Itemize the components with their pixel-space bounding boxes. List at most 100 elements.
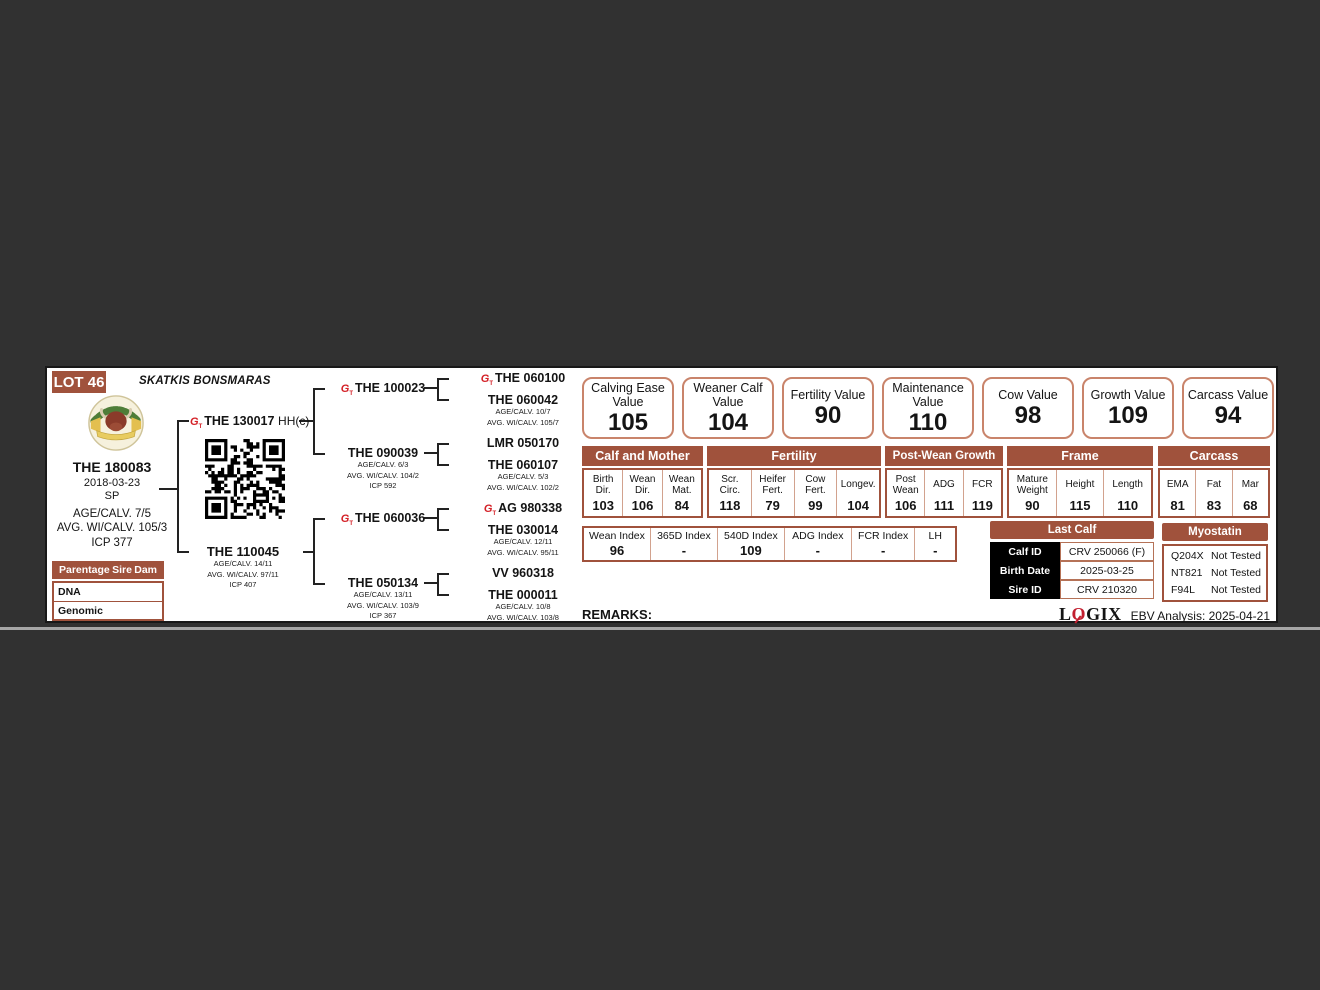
pedigree-connector xyxy=(424,582,437,584)
myostatin-result: Not Tested xyxy=(1211,583,1262,596)
breeder-logo xyxy=(87,394,145,452)
stat-value: 81 xyxy=(1170,498,1185,513)
value-label: Calving Ease Value xyxy=(591,380,665,409)
value-box-fertility: Fertility Value 90 xyxy=(782,377,874,439)
stat-cell: EMA 81 xyxy=(1160,470,1197,516)
animal-stat: AGE/CALV. 6/3 xyxy=(357,460,409,469)
animal-stat: ICP 367 xyxy=(369,611,397,620)
pedigree-connector xyxy=(313,518,325,520)
last-calf-table: Calf ID CRV 250066 (F) Birth Date 2025-0… xyxy=(990,542,1154,599)
index-cell: 365D Index - xyxy=(651,528,718,560)
animal-id: THE 060107 xyxy=(487,458,559,472)
pedigree-node: THE 060107 AGE/CALV. 5/3 AVG. WI/CALV. 1… xyxy=(462,458,584,493)
lot-number-badge: LOT 46 xyxy=(52,371,106,393)
value-label: Fertility Value xyxy=(790,387,866,402)
stat-value: 68 xyxy=(1243,498,1258,513)
animal-id: THE 090039 xyxy=(347,446,419,460)
myostatin-table: Q204X Not Tested NT821 Not Tested F94L N… xyxy=(1162,544,1268,602)
pedigree-connector xyxy=(177,420,189,422)
pedigree-connector xyxy=(437,443,439,466)
value-label: Weaner Calf Value xyxy=(693,380,763,409)
parentage-col-dam: Dam xyxy=(134,564,157,576)
value-number: 110 xyxy=(908,408,948,436)
subject-status: SP xyxy=(104,490,120,503)
group-header-fertility: Fertility xyxy=(707,446,881,466)
stat-value: 99 xyxy=(808,498,823,513)
animal-id: THE 100023 xyxy=(355,381,426,395)
parentage-col-sire: Sire xyxy=(112,564,132,576)
stat-value: 90 xyxy=(1025,498,1040,513)
stat-label: Post Wean xyxy=(892,473,919,497)
animal-stat: AGE/CALV. 10/7 xyxy=(495,407,551,416)
myostatin-header: Myostatin xyxy=(1162,523,1268,541)
stat-label: Heifer Fert. xyxy=(759,473,786,497)
pedigree-node: THE 090039 AGE/CALV. 6/3 AVG. WI/CALV. 1… xyxy=(322,446,444,492)
stat-label: Length xyxy=(1112,479,1143,491)
animal-id: LMR 050170 xyxy=(486,436,560,450)
last-calf-label: Calf ID xyxy=(990,542,1060,561)
index-label: FCR Index xyxy=(858,530,909,542)
index-value: - xyxy=(815,543,820,558)
animal-id: THE 060042 xyxy=(487,393,559,407)
stat-cell: ADG 111 xyxy=(925,470,964,516)
footer-right: LOGIX EBV Analysis: 2025-04-21 xyxy=(1059,604,1270,625)
sire-suffix: HH(c) xyxy=(278,414,310,428)
animal-id: THE 050134 xyxy=(347,576,419,590)
animal-stat: AVG. WI/CALV. 103/9 xyxy=(347,600,419,610)
index-label: ADG Index xyxy=(792,530,844,542)
stat-cell: Wean Dir. 106 xyxy=(623,470,663,516)
stat-value: 79 xyxy=(765,498,780,513)
subject-icp: ICP 377 xyxy=(91,536,133,549)
group-table-frame: Mature Weight 90 Height 115 Length 110 xyxy=(1007,468,1153,518)
stat-label: Scr. Circ. xyxy=(719,473,741,497)
pedigree-connector xyxy=(437,573,439,596)
index-cell: ADG Index - xyxy=(785,528,852,560)
subject-id: THE 180083 xyxy=(72,459,152,475)
group-header-frame: Frame xyxy=(1007,446,1153,466)
index-label: 365D Index xyxy=(657,530,711,542)
stat-label: Wean Mat. xyxy=(668,473,695,497)
index-cell: 540D Index 109 xyxy=(718,528,785,560)
pedigree-node: GT AG 980338 xyxy=(462,501,584,517)
last-calf-value: CRV 250066 (F) xyxy=(1060,542,1154,561)
animal-stat: AGE/CALV. 10/8 xyxy=(495,602,551,611)
pedigree-connector xyxy=(177,551,189,553)
value-number: 104 xyxy=(707,408,749,436)
pedigree-connector xyxy=(424,387,437,389)
pedigree-connector xyxy=(313,518,315,584)
animal-id: THE 060036 xyxy=(355,511,426,525)
animal-stat: AGE/CALV. 14/11 xyxy=(213,559,273,568)
page-divider xyxy=(0,627,1320,630)
animal-id: THE 060100 xyxy=(495,371,566,385)
pedigree-connector xyxy=(437,508,449,510)
stat-value: 84 xyxy=(674,498,690,513)
pedigree-connector xyxy=(437,573,449,575)
group-table-carcass: EMA 81 Fat 83 Mar 68 xyxy=(1158,468,1270,518)
stat-label: Wean Dir. xyxy=(629,473,656,497)
animal-stat: AVG. WI/CALV. 97/11 xyxy=(207,569,279,579)
value-box-carcass: Carcass Value 94 xyxy=(1182,377,1274,439)
index-value: - xyxy=(681,543,687,558)
pedigree-connector xyxy=(437,594,449,596)
subject-animal: THE 180083 2018-03-23 SP AGE/CALV. 7/5 A… xyxy=(47,459,177,550)
stat-value: 110 xyxy=(1117,498,1139,513)
stat-cell: Longev. 104 xyxy=(837,470,879,516)
index-value: 109 xyxy=(740,543,762,558)
animal-id: THE 030014 xyxy=(487,523,559,537)
last-calf-value: CRV 210320 xyxy=(1060,580,1154,599)
stud-name: SKATKIS BONSMARAS xyxy=(139,375,271,387)
group-header-post-wean-growth: Post-Wean Growth xyxy=(885,446,1003,466)
stat-label: EMA xyxy=(1166,479,1189,491)
animal-stat: AVG. WI/CALV. 105/7 xyxy=(487,417,559,427)
stat-cell: Wean Mat. 84 xyxy=(663,470,701,516)
myostatin-gene: Q204X xyxy=(1171,550,1204,563)
stat-cell: Heifer Fert. 79 xyxy=(752,470,795,516)
animal-stat: ICP 592 xyxy=(369,481,397,490)
parentage-table: DNA Genomic xyxy=(52,581,164,621)
subject-age-calv: AGE/CALV. 7/5 xyxy=(73,508,151,520)
stat-cell: Fat 83 xyxy=(1196,470,1233,516)
genomic-tested-icon: GT xyxy=(190,416,203,431)
pedigree-connector xyxy=(424,452,437,454)
value-label: Carcass Value xyxy=(1187,387,1269,402)
pedigree-connector xyxy=(303,551,313,553)
